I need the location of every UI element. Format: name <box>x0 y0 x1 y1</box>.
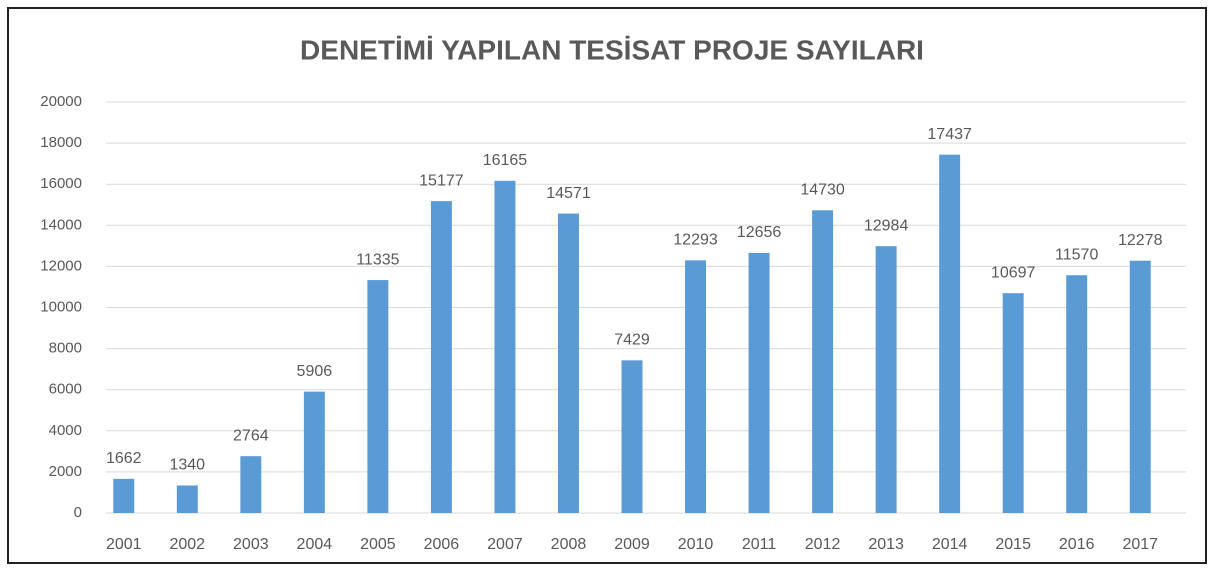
bar <box>685 260 707 513</box>
data-label: 12656 <box>737 224 782 241</box>
x-tick-label: 2012 <box>805 536 841 553</box>
bar <box>621 360 643 513</box>
bar <box>1129 260 1151 513</box>
data-label: 2764 <box>233 427 269 444</box>
data-label: 14571 <box>546 185 591 202</box>
x-tick-label: 2015 <box>995 536 1031 553</box>
x-tick-label: 2007 <box>487 536 523 553</box>
y-tick-label: 16000 <box>40 175 82 192</box>
bar <box>367 280 389 513</box>
x-tick-label: 2009 <box>614 536 650 553</box>
data-label: 10697 <box>991 264 1036 281</box>
x-tick-label: 2004 <box>297 536 333 553</box>
data-label: 16165 <box>483 152 528 169</box>
bar <box>1066 275 1088 513</box>
data-label: 15177 <box>419 172 464 189</box>
bar <box>939 154 961 513</box>
chart-border <box>7 7 1207 564</box>
x-tick-label: 2014 <box>932 536 968 553</box>
x-tick-label: 2008 <box>551 536 587 553</box>
x-tick-label: 2006 <box>424 536 460 553</box>
y-tick-label: 6000 <box>49 381 82 398</box>
data-label: 1662 <box>106 450 142 467</box>
x-tick-label: 2013 <box>868 536 904 553</box>
y-tick-label: 8000 <box>49 340 82 357</box>
x-tick-label: 2010 <box>678 536 714 553</box>
y-tick-label: 18000 <box>40 134 82 151</box>
y-tick-label: 20000 <box>40 93 82 110</box>
data-label: 7429 <box>614 332 650 349</box>
bar <box>303 391 325 513</box>
bar <box>812 210 834 513</box>
x-tick-label: 2017 <box>1122 536 1158 553</box>
bar <box>430 201 452 513</box>
y-tick-label: 10000 <box>40 298 82 315</box>
bar <box>1002 293 1024 513</box>
data-label: 12278 <box>1118 232 1163 249</box>
x-tick-label: 2011 <box>742 536 777 553</box>
y-tick-label: 14000 <box>40 216 82 233</box>
data-label: 1340 <box>169 457 205 474</box>
data-label: 5906 <box>297 363 333 380</box>
bar <box>748 252 770 514</box>
y-tick-label: 0 <box>74 504 82 521</box>
bar <box>557 213 579 513</box>
data-label: 11335 <box>356 251 399 268</box>
x-tick-label: 2002 <box>169 536 205 553</box>
data-label: 14730 <box>800 182 845 199</box>
data-label: 12984 <box>864 217 909 234</box>
chart-title: DENETİMİ YAPILAN TESİSAT PROJE SAYILARI <box>300 34 924 65</box>
x-tick-label: 2005 <box>360 536 396 553</box>
x-tick-label: 2001 <box>106 536 142 553</box>
bar <box>494 180 516 513</box>
data-label: 12293 <box>673 232 718 249</box>
bar <box>176 485 198 513</box>
y-tick-label: 12000 <box>40 257 82 274</box>
y-tick-label: 4000 <box>49 422 82 439</box>
data-label: 17437 <box>927 126 972 143</box>
bar <box>240 456 262 513</box>
bar <box>875 246 897 513</box>
x-tick-label: 2003 <box>233 536 269 553</box>
x-tick-label: 2016 <box>1059 536 1095 553</box>
y-tick-label: 2000 <box>49 463 82 480</box>
bar <box>113 478 135 513</box>
data-label: 11570 <box>1055 246 1098 263</box>
